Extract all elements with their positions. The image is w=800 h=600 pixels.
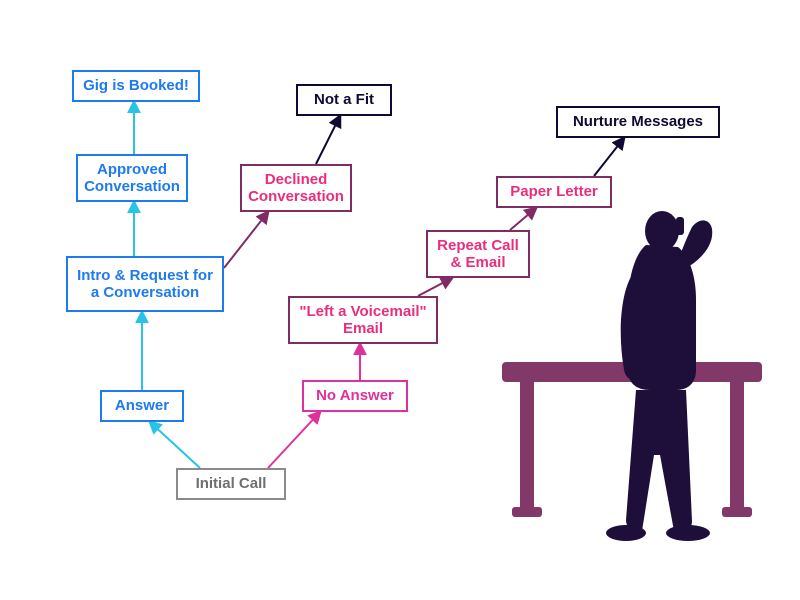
node-label: Not a Fit: [314, 91, 374, 108]
node-paper: Paper Letter: [496, 176, 612, 208]
node-nurture: Nurture Messages: [556, 106, 720, 138]
node-repeat: Repeat Call & Email: [426, 230, 530, 278]
node-notfit: Not a Fit: [296, 84, 392, 116]
node-label: No Answer: [316, 387, 394, 404]
node-label: Declined Conversation: [248, 171, 344, 206]
flowchart-canvas: Initial Call Answer Intro & Request for …: [0, 0, 800, 600]
node-gig: Gig is Booked!: [72, 70, 200, 102]
node-approved: Approved Conversation: [76, 154, 188, 202]
person-icon: [606, 211, 712, 541]
node-initial: Initial Call: [176, 468, 286, 500]
node-label: Initial Call: [196, 475, 267, 492]
node-label: Intro & Request for a Conversation: [76, 267, 214, 302]
node-label: Approved Conversation: [84, 161, 180, 196]
node-label: Repeat Call & Email: [436, 237, 520, 272]
node-label: "Left a Voicemail" Email: [298, 303, 428, 338]
node-answer: Answer: [100, 390, 184, 422]
node-noanswer: No Answer: [302, 380, 408, 412]
node-label: Nurture Messages: [573, 113, 703, 130]
node-label: Paper Letter: [510, 183, 598, 200]
node-label: Gig is Booked!: [83, 77, 189, 94]
node-intro: Intro & Request for a Conversation: [66, 256, 224, 312]
node-declined: Declined Conversation: [240, 164, 352, 212]
node-label: Answer: [115, 397, 169, 414]
node-voicemail: "Left a Voicemail" Email: [288, 296, 438, 344]
person-silhouette: [576, 205, 736, 545]
